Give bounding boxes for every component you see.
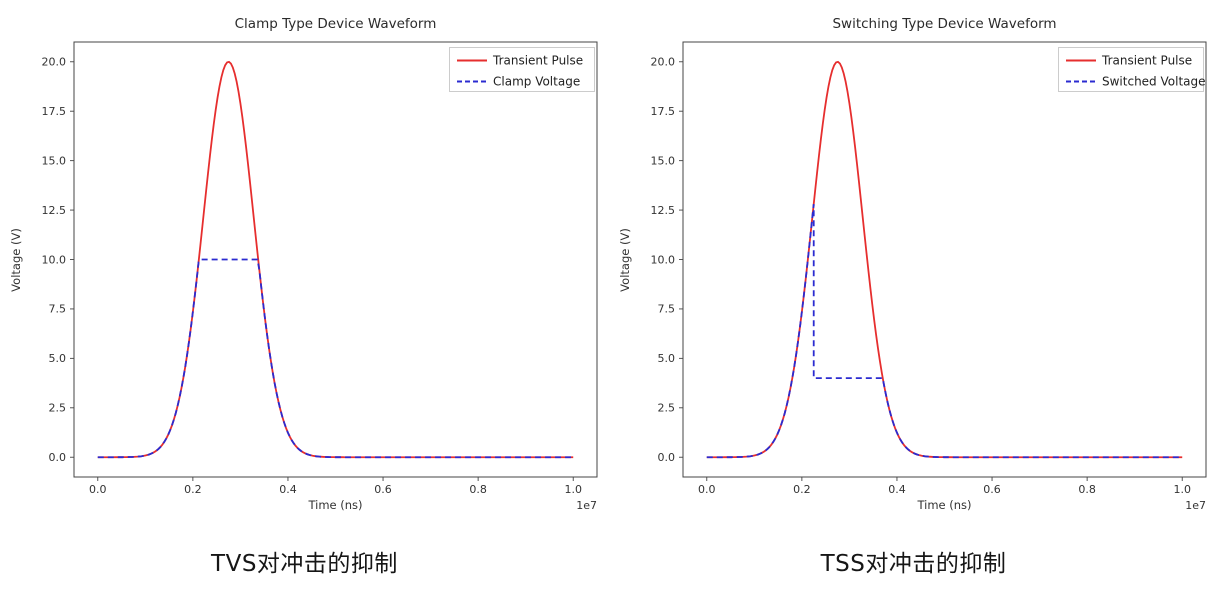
legend-label-switched-voltage: Switched Voltage bbox=[1102, 75, 1206, 89]
x-tick-label: 0.6 bbox=[374, 483, 392, 496]
y-tick-label: 15.0 bbox=[42, 154, 67, 167]
legend-label-clamp-voltage: Clamp Voltage bbox=[493, 75, 580, 89]
x-tick-label: 0.0 bbox=[698, 483, 716, 496]
axis-ticks: 0.0 0.2 0.4 0.6 0.8 1.0 0.0 2.5 5.0 7.5 10.0 12.5 15… bbox=[42, 56, 582, 496]
axis-ticks: 0.0 0.2 0.4 0.6 0.8 1.0 0.0 2.5 5.0 7.5 10.0 12.5 15… bbox=[651, 56, 1191, 496]
caption-tvs: TVS对冲击的抑制 bbox=[211, 551, 398, 577]
x-axis-label: Time (ns) bbox=[307, 498, 362, 512]
x-axis-label: Time (ns) bbox=[916, 498, 971, 512]
y-tick-label: 10.0 bbox=[651, 253, 676, 266]
switched-voltage-line bbox=[706, 204, 1182, 459]
y-tick-label: 17.5 bbox=[651, 105, 676, 118]
y-axis-label: Voltage (V) bbox=[9, 228, 23, 292]
y-tick-label: 2.5 bbox=[49, 402, 67, 415]
y-tick-label: 15.0 bbox=[651, 154, 676, 167]
figure-switching-device: Switching Type Device Waveform 0.0 0.2 0.4… bbox=[609, 0, 1218, 592]
y-tick-label: 7.5 bbox=[49, 303, 67, 316]
chart-title: Switching Type Device Waveform bbox=[832, 16, 1056, 32]
y-axis-label: Voltage (V) bbox=[618, 228, 632, 292]
plot-frame bbox=[682, 41, 1207, 478]
x-tick-label: 0.8 bbox=[469, 483, 487, 496]
y-tick-label: 7.5 bbox=[658, 303, 676, 316]
legend-box bbox=[1058, 47, 1204, 92]
x-axis-offset-label: 1e7 bbox=[1185, 499, 1206, 512]
y-tick-label: 5.0 bbox=[49, 352, 67, 365]
legend-label-transient-pulse: Transient Pulse bbox=[492, 54, 583, 68]
y-tick-label: 0.0 bbox=[49, 451, 67, 464]
legend: Transient Pulse Clamp Voltage bbox=[449, 47, 595, 92]
x-tick-label: 0.2 bbox=[793, 483, 811, 496]
x-tick-label: 1.0 bbox=[1173, 483, 1191, 496]
x-tick-label: 0.6 bbox=[983, 483, 1001, 496]
x-tick-label: 0.8 bbox=[1078, 483, 1096, 496]
figure-clamp-device: Clamp Type Device Waveform 0.0 0.2 0.4 0.6 0… bbox=[9, 16, 598, 577]
x-tick-label: 0.2 bbox=[184, 483, 202, 496]
y-tick-label: 10.0 bbox=[42, 253, 67, 266]
legend-label-transient-pulse: Transient Pulse bbox=[1101, 54, 1192, 68]
x-axis-offset-label: 1e7 bbox=[576, 499, 597, 512]
y-tick-label: 17.5 bbox=[42, 105, 67, 118]
x-tick-label: 1.0 bbox=[564, 483, 582, 496]
plot-frame bbox=[73, 41, 598, 478]
y-tick-label: 12.5 bbox=[651, 204, 676, 217]
y-tick-label: 5.0 bbox=[658, 352, 676, 365]
transient-pulse-line bbox=[97, 60, 574, 459]
y-tick-label: 20.0 bbox=[42, 56, 67, 69]
clamp-voltage-line bbox=[97, 258, 574, 459]
x-tick-label: 0.0 bbox=[89, 483, 107, 496]
legend: Transient Pulse Switched Voltage bbox=[1058, 47, 1206, 92]
y-tick-label: 2.5 bbox=[658, 402, 676, 415]
transient-pulse-line bbox=[706, 60, 1183, 459]
x-tick-label: 0.4 bbox=[279, 483, 297, 496]
y-tick-label: 0.0 bbox=[658, 451, 676, 464]
chart-title: Clamp Type Device Waveform bbox=[235, 16, 437, 32]
y-tick-label: 12.5 bbox=[42, 204, 67, 217]
switching-chart: Switching Type Device Waveform 0.0 0.2 0.4… bbox=[618, 16, 1207, 512]
legend-box bbox=[449, 47, 595, 92]
caption-tss: TSS对冲击的抑制 bbox=[820, 551, 1007, 577]
y-tick-label: 20.0 bbox=[651, 56, 676, 69]
clamp-chart: Clamp Type Device Waveform 0.0 0.2 0.4 0.6 0… bbox=[9, 16, 598, 512]
x-tick-label: 0.4 bbox=[888, 483, 906, 496]
